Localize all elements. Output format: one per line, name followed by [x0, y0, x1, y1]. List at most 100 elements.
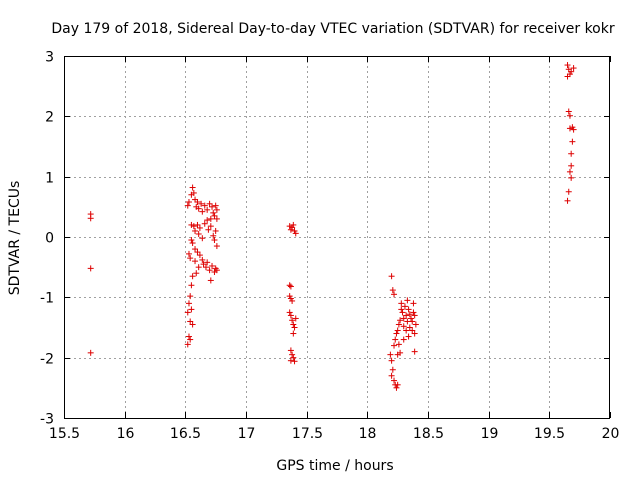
- data-point: [194, 199, 201, 206]
- data-point: [189, 321, 196, 328]
- data-point: [211, 237, 218, 244]
- data-points: [87, 62, 577, 391]
- chart-title: Day 179 of 2018, Sidereal Day-to-day VTE…: [51, 21, 614, 37]
- data-point: [192, 258, 199, 265]
- data-point: [190, 223, 197, 230]
- data-point: [210, 209, 217, 216]
- x-tick-label: 18: [359, 426, 377, 442]
- data-point: [200, 261, 207, 268]
- data-point: [192, 246, 199, 253]
- data-point: [207, 223, 214, 230]
- data-point: [286, 282, 293, 289]
- data-point: [397, 349, 404, 356]
- data-point: [187, 293, 194, 300]
- data-point: [212, 227, 219, 234]
- data-point: [196, 252, 203, 259]
- data-point: [408, 315, 415, 322]
- data-point: [209, 203, 216, 210]
- data-point: [211, 212, 218, 219]
- data-point: [388, 372, 395, 379]
- data-point: [289, 351, 296, 358]
- data-point: [393, 384, 400, 391]
- data-point: [286, 309, 293, 316]
- data-point: [290, 354, 297, 361]
- data-point: [204, 259, 211, 266]
- data-point: [565, 188, 572, 195]
- data-point: [188, 306, 195, 313]
- data-point: [389, 287, 396, 294]
- data-point: [184, 341, 191, 348]
- data-point: [187, 255, 194, 262]
- data-point: [188, 282, 195, 289]
- data-point: [409, 327, 416, 334]
- data-point: [204, 217, 211, 224]
- x-tick-label: 16.5: [170, 426, 201, 442]
- data-point: [394, 327, 401, 334]
- y-tick-label: -1: [40, 291, 54, 307]
- y-tick-label: -2: [40, 352, 54, 368]
- data-point: [399, 309, 406, 316]
- data-point: [187, 336, 194, 343]
- data-point: [391, 291, 398, 298]
- data-point: [398, 300, 405, 307]
- data-point: [185, 333, 192, 340]
- data-point: [392, 336, 399, 343]
- data-point: [389, 366, 396, 373]
- data-point: [400, 336, 407, 343]
- data-point: [289, 317, 296, 324]
- data-point: [287, 347, 294, 354]
- data-point: [387, 351, 394, 358]
- data-point: [410, 300, 417, 307]
- data-point: [564, 73, 571, 80]
- axis-ticks: 15.5 16 16.5 17 17.5 18 18.5 19 19.5 20 -3 -2 -1 0 1 2 3: [40, 50, 619, 443]
- data-point: [395, 321, 402, 328]
- x-tick-label: 19: [481, 426, 499, 442]
- data-point: [195, 230, 202, 237]
- data-point: [189, 184, 196, 191]
- data-point: [388, 273, 395, 280]
- data-point: [290, 330, 297, 337]
- data-point: [287, 357, 294, 364]
- data-point: [212, 202, 219, 209]
- data-point: [185, 300, 192, 307]
- data-point: [209, 262, 216, 269]
- data-point: [566, 168, 573, 175]
- data-point: [564, 62, 571, 69]
- y-tick-label: 1: [45, 171, 54, 187]
- y-tick-label: 0: [45, 231, 54, 247]
- data-point: [192, 227, 199, 234]
- data-point: [404, 297, 411, 304]
- data-point: [194, 221, 201, 228]
- data-point: [395, 341, 402, 348]
- data-point: [207, 215, 214, 222]
- data-point: [292, 230, 299, 237]
- data-point: [289, 297, 296, 304]
- data-point: [196, 224, 203, 231]
- data-point: [198, 200, 205, 207]
- data-point: [87, 265, 94, 272]
- data-point: [87, 215, 94, 222]
- data-point: [184, 309, 191, 316]
- data-point: [194, 249, 201, 256]
- data-point: [406, 311, 413, 318]
- data-point: [185, 199, 192, 206]
- data-point: [205, 226, 212, 233]
- data-point: [199, 235, 206, 242]
- data-point: [411, 348, 418, 355]
- data-point: [391, 377, 398, 384]
- data-point: [290, 221, 297, 228]
- data-point: [409, 318, 416, 325]
- data-point: [213, 206, 220, 213]
- data-point: [291, 324, 298, 331]
- data-point: [204, 206, 211, 213]
- y-tick-label: 2: [45, 110, 54, 126]
- data-point: [403, 327, 410, 334]
- data-point: [206, 267, 213, 274]
- x-tick-label: 15.5: [49, 426, 80, 442]
- data-point: [207, 277, 214, 284]
- data-point: [187, 318, 194, 325]
- data-point: [201, 202, 208, 209]
- data-point: [287, 283, 294, 290]
- data-point: [565, 108, 572, 115]
